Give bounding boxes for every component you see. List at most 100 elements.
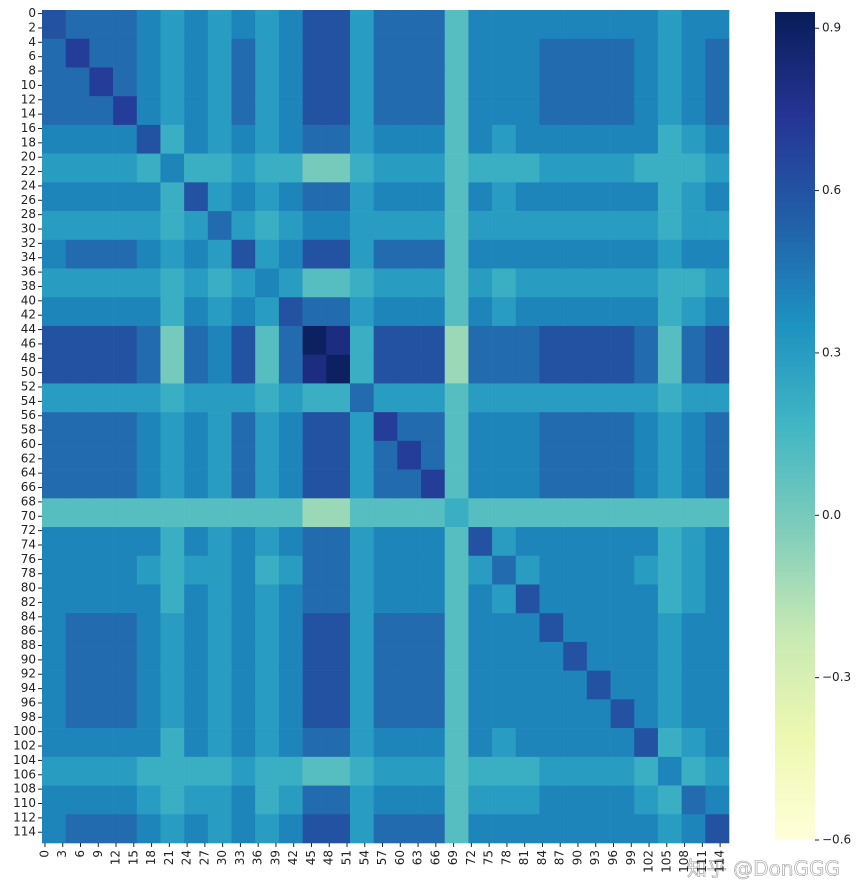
heatmap-cell [634, 239, 659, 269]
heatmap-cell [610, 440, 635, 470]
x-tick-label: 42 [286, 850, 300, 865]
heatmap-cell [468, 785, 493, 815]
heatmap-cell [492, 469, 517, 499]
heatmap-cell [65, 38, 90, 68]
heatmap-cell [586, 785, 611, 815]
heatmap-cell [373, 10, 398, 40]
heatmap-cell [563, 182, 588, 212]
heatmap-cell [539, 325, 564, 355]
heatmap-cell [421, 153, 446, 183]
y-tick-label: 12 [21, 92, 36, 106]
heatmap-cell [160, 67, 185, 97]
heatmap-cell [113, 182, 138, 212]
heatmap-cell [515, 555, 540, 585]
heatmap-cell [326, 756, 351, 786]
heatmap-cell [349, 756, 374, 786]
y-tick-label: 70 [21, 509, 36, 523]
heatmap-cell [113, 728, 138, 758]
heatmap-cell [113, 469, 138, 499]
heatmap-cell [397, 67, 422, 97]
heatmap-cell [444, 211, 469, 241]
heatmap-cell [136, 584, 161, 614]
heatmap-cell [65, 297, 90, 327]
heatmap-cell [207, 10, 232, 40]
heatmap-cell [681, 555, 706, 585]
heatmap-cell [468, 67, 493, 97]
heatmap-cell [231, 527, 256, 557]
y-tick-label: 8 [28, 64, 36, 78]
y-tick-label: 2 [28, 20, 36, 34]
heatmap-cell [444, 354, 469, 384]
heatmap-cell [444, 38, 469, 68]
y-tick-label: 60 [21, 437, 36, 451]
heatmap-cell [349, 38, 374, 68]
heatmap-cell [492, 440, 517, 470]
heatmap-cell [610, 555, 635, 585]
heatmap-cell [634, 728, 659, 758]
heatmap-cell [444, 10, 469, 40]
x-tick-label: 36 [251, 850, 265, 865]
heatmap-cell [349, 268, 374, 298]
heatmap-cell [515, 354, 540, 384]
heatmap-cell [634, 699, 659, 729]
heatmap-cell [89, 699, 114, 729]
heatmap-cell [184, 182, 209, 212]
heatmap-cell [444, 67, 469, 97]
heatmap-cell [586, 440, 611, 470]
colorbar-tick-label: 0.6 [822, 183, 841, 197]
heatmap-cell [657, 641, 682, 671]
heatmap-cell [444, 699, 469, 729]
heatmap-cell [397, 814, 422, 844]
heatmap-cell [278, 211, 303, 241]
heatmap-cell [492, 153, 517, 183]
heatmap-cell [160, 153, 185, 183]
heatmap-cell [444, 641, 469, 671]
heatmap-cell [160, 555, 185, 585]
heatmap-cell [302, 498, 327, 528]
heatmap-cell [184, 354, 209, 384]
heatmap-cell [136, 412, 161, 442]
heatmap-cell [42, 412, 66, 442]
heatmap-cell [231, 268, 256, 298]
heatmap-cell [231, 96, 256, 126]
heatmap-cell [184, 670, 209, 700]
heatmap-cell [515, 814, 540, 844]
heatmap-cell [255, 814, 280, 844]
y-tick-label: 24 [21, 178, 36, 192]
heatmap-cell [563, 498, 588, 528]
heatmap-cell [160, 756, 185, 786]
heatmap-cell [373, 383, 398, 413]
heatmap-cell [160, 38, 185, 68]
heatmap-cell [657, 67, 682, 97]
heatmap-cell [492, 699, 517, 729]
heatmap-cell [468, 268, 493, 298]
heatmap-cell [563, 814, 588, 844]
heatmap-cell [42, 153, 66, 183]
heatmap-cell [492, 527, 517, 557]
heatmap-cell [705, 584, 730, 614]
heatmap-cell [492, 67, 517, 97]
heatmap-cell [586, 153, 611, 183]
heatmap-cell [634, 153, 659, 183]
heatmap-cell [231, 440, 256, 470]
heatmap-cell [113, 613, 138, 643]
heatmap-cell [515, 756, 540, 786]
heatmap-cell [231, 613, 256, 643]
heatmap-cell [255, 268, 280, 298]
heatmap-cell [136, 354, 161, 384]
heatmap-cell [113, 555, 138, 585]
x-tick-label: 39 [268, 850, 282, 865]
heatmap-cell [231, 67, 256, 97]
heatmap-cell [349, 555, 374, 585]
heatmap-cell [705, 814, 730, 844]
heatmap-cell [539, 498, 564, 528]
heatmap-cell [681, 38, 706, 68]
heatmap-cell [681, 814, 706, 844]
heatmap-cell [705, 325, 730, 355]
heatmap-cell [634, 641, 659, 671]
heatmap-cell [349, 728, 374, 758]
heatmap-cell [65, 785, 90, 815]
heatmap-cell [610, 756, 635, 786]
heatmap-cell [160, 412, 185, 442]
heatmap-cell [231, 412, 256, 442]
